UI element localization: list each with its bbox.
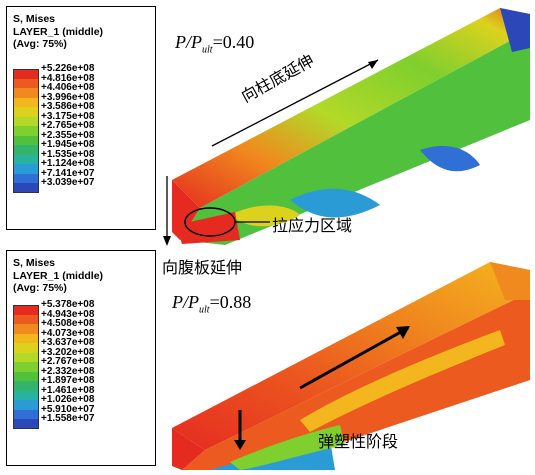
top-beam-bottom-flange (176, 212, 240, 244)
legend-swatch (13, 78, 39, 88)
legend-bottom-title-line1: S, Mises (13, 257, 56, 269)
legend-value: +1.897e+08 (41, 375, 95, 386)
legend-value: +3.586e+08 (41, 101, 95, 112)
top-beam-web (180, 30, 530, 245)
legend-swatch (13, 371, 39, 381)
legend-swatch (13, 183, 39, 193)
load-ratio-bottom-sub: ult (199, 304, 210, 316)
legend-value: +3.637e+08 (41, 337, 95, 348)
legend-bottom-values: +5.378e+08 +4.943e+08 +4.508e+08 +4.073e+08… (41, 300, 94, 424)
legend-top-title-line1: S, Mises (13, 13, 56, 25)
load-ratio-top-value: =0.40 (212, 32, 255, 52)
legend-swatch (13, 164, 39, 174)
legend-swatch (13, 135, 39, 145)
legend-value: +3.175e+08 (41, 110, 95, 122)
legend-top-swatches (13, 69, 39, 193)
legend-value: +1.535e+08 (41, 148, 95, 160)
legend-value: +4.073e+08 (41, 327, 95, 339)
legend-bottom-title-line3: (Avg: 75%) (13, 282, 67, 294)
legend-swatch (13, 97, 39, 107)
label-elastoplastic: 弹塑性阶段 (318, 432, 399, 451)
legend-value: +3.202e+08 (41, 346, 95, 358)
legend-value: +4.943e+08 (41, 308, 95, 320)
legend-value: +5.226e+08 (41, 63, 95, 74)
legend-swatch (13, 305, 39, 315)
legend-value: +7.141e+07 (41, 167, 95, 179)
legend-value: +1.558e+07 (41, 413, 95, 424)
legend-swatch (13, 324, 39, 334)
legend-value: +4.816e+08 (41, 72, 95, 84)
legend-value: +2.765e+08 (41, 120, 95, 131)
legend-bottom-title: S, Mises LAYER_1 (middle) (Avg: 75%) (13, 257, 103, 295)
legend-top-title-line3: (Avg: 75%) (13, 38, 67, 50)
legend-swatch (13, 116, 39, 126)
legend-swatch (13, 173, 39, 183)
bottom-flow-arrow (299, 326, 409, 390)
legend-bottom: S, Mises LAYER_1 (middle) (Avg: 75%) +5.… (6, 250, 156, 466)
legend-top-title: S, Mises LAYER_1 (middle) (Avg: 75%) (13, 13, 103, 51)
legend-swatch (13, 409, 39, 419)
web-arrowhead (163, 236, 171, 246)
legend-value: +1.461e+08 (41, 384, 95, 396)
legend-swatch (13, 343, 39, 353)
legend-value: +2.355e+08 (41, 129, 95, 141)
legend-top: S, Mises LAYER_1 (middle) (Avg: 75%) +5.… (6, 6, 156, 230)
legend-swatch (13, 362, 39, 372)
legend-value: +2.767e+08 (41, 356, 95, 367)
legend-swatch (13, 107, 39, 117)
bottom-beam-end-face (172, 428, 205, 470)
top-beam-far-end (500, 8, 530, 52)
legend-value: +5.378e+08 (41, 299, 95, 310)
bottom-beam-flange (172, 262, 530, 450)
legend-swatch (13, 126, 39, 136)
legend-swatch (13, 400, 39, 410)
legend-value: +2.332e+08 (41, 365, 95, 377)
load-ratio-bottom: P/Pult=0.88 (172, 292, 251, 316)
legend-value: +5.910e+07 (41, 403, 95, 415)
legend-swatch (13, 419, 39, 429)
load-ratio-top-sub: ult (202, 44, 213, 56)
label-web: 向腹板延伸 (162, 258, 243, 277)
legend-value: +4.508e+08 (41, 318, 95, 329)
column-base-arrow (211, 59, 379, 147)
legend-swatch (13, 88, 39, 98)
legend-value: +3.039e+07 (41, 177, 95, 188)
legend-swatch (13, 314, 39, 324)
legend-value: +3.996e+08 (41, 91, 95, 103)
legend-swatch (13, 333, 39, 343)
legend-swatch (13, 69, 39, 79)
legend-swatch (13, 381, 39, 391)
load-ratio-top: P/Pult=0.40 (175, 32, 254, 56)
bottom-beam-yellow-band (300, 330, 505, 432)
top-beam-flange (172, 8, 530, 208)
legend-value: +1.026e+08 (41, 394, 95, 405)
legend-value: +4.406e+08 (41, 82, 95, 93)
bottom-beam-green-band (230, 425, 345, 470)
load-ratio-bottom-value: =0.88 (209, 292, 252, 312)
bottom-down-arrowhead (234, 440, 246, 450)
load-ratio-top-p: P/P (175, 32, 202, 52)
legend-swatch (13, 390, 39, 400)
legend-value: +1.945e+08 (41, 139, 95, 150)
legend-top-title-line2: LAYER_1 (middle) (13, 25, 104, 38)
bottom-flow-arrowhead (396, 326, 410, 339)
legend-value: +1.124e+08 (41, 158, 95, 169)
bottom-beam-far-end (490, 262, 530, 300)
legend-swatch (13, 154, 39, 164)
legend-swatch (13, 145, 39, 155)
column-base-arrowhead (368, 60, 378, 69)
label-tension-region: 拉应力区域 (272, 216, 353, 235)
top-beam (172, 8, 530, 245)
top-beam-yellow-patch (230, 205, 300, 227)
load-ratio-bottom-p: P/P (172, 292, 199, 312)
bottom-beam (172, 262, 530, 470)
top-beam-blue-patch2 (420, 145, 480, 172)
legend-swatch (13, 352, 39, 362)
legend-top-values: +5.226e+08 +4.816e+08 +4.406e+08 +3.996e+08… (41, 64, 94, 188)
legend-bottom-swatches (13, 305, 39, 429)
legend-bottom-title-line2: LAYER_1 (middle) (13, 269, 104, 282)
bottom-beam-web (182, 292, 530, 470)
top-beam-blue-patch (290, 188, 380, 218)
